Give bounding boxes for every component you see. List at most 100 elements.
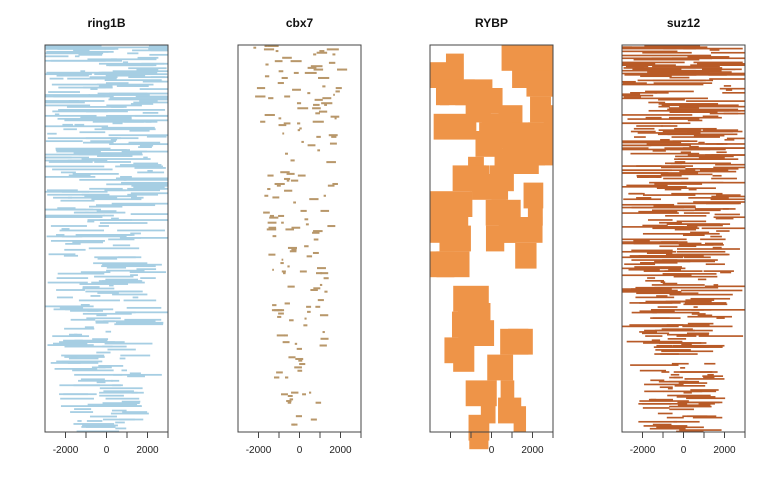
interval-mark [295,357,304,360]
interval-mark [96,210,117,213]
interval-mark [645,90,694,93]
interval-mark [701,68,736,71]
interval-mark [680,151,691,154]
interval-mark [77,149,130,151]
interval-mark [94,161,131,163]
interval-mark [94,73,168,76]
interval-mark [45,140,83,143]
interval-mark [320,337,329,340]
interval-mark [667,333,709,336]
interval-mark [653,346,709,348]
interval-mark [111,409,127,412]
interval-mark [684,378,725,380]
interval-mark [622,82,647,84]
interval-mark [622,83,704,86]
interval-mark [661,241,678,243]
interval-mark [636,174,682,177]
interval-mark [688,188,697,191]
interval-mark [322,85,326,88]
interval-mark [102,402,140,405]
interval-mark [56,234,65,236]
interval-mark [679,170,737,173]
interval-mark [714,213,740,216]
interval-mark [676,248,740,250]
interval-mark [122,411,148,413]
interval-mark [313,103,320,106]
interval-mark [69,333,78,336]
interval-mark [70,318,96,321]
interval-mark [515,242,537,269]
interval-mark [117,74,146,77]
interval-mark [264,45,268,48]
interval-mark [45,156,72,159]
interval-mark [319,50,325,53]
interval-mark [57,117,132,120]
interval-mark [622,267,686,270]
interval-mark [121,400,141,403]
interval-mark [683,256,711,259]
interval-mark [663,390,703,393]
interval-mark [48,253,76,256]
interval-mark [670,373,680,376]
interval-mark [284,189,293,192]
interval-mark [647,219,673,221]
interval-mark [317,299,324,302]
interval-mark [297,107,309,110]
interval-mark [332,182,338,185]
interval-mark [128,67,167,70]
interval-mark [328,134,338,137]
interval-mark [54,113,60,116]
interval-mark [263,48,275,51]
interval-mark [320,209,330,212]
interval-mark [709,78,745,80]
interval-mark [284,334,288,337]
interval-mark [622,206,684,209]
interval-mark [624,263,656,266]
interval-mark [74,123,85,126]
interval-mark [297,174,306,177]
interval-mark [622,93,641,96]
interval-mark [653,82,713,84]
interval-mark [139,88,168,90]
interval-mark [700,134,725,137]
interval-mark [655,349,691,351]
interval-mark [309,198,319,201]
interval-mark [105,278,138,281]
interval-mark [699,169,729,172]
interval-mark [623,67,644,69]
interval-mark [45,73,92,76]
interval-mark [276,371,283,374]
interval-mark [661,224,668,227]
interval-mark [720,271,732,274]
interval-mark [58,86,106,89]
interval-mark [680,371,718,373]
interval-mark [704,362,716,365]
interval-mark [60,199,95,202]
interval-mark [662,58,700,61]
interval-mark [667,338,687,340]
interval-mark [644,390,664,393]
interval-mark [694,232,720,235]
interval-mark [639,369,667,372]
interval-mark [313,238,319,241]
interval-mark [642,51,692,54]
interval-mark [682,209,721,212]
interval-mark [673,420,700,423]
interval-mark [632,68,682,71]
interval-mark [657,306,678,308]
interval-mark [679,429,722,431]
interval-mark [630,364,679,366]
interval-mark [272,196,280,199]
interval-mark [643,342,702,344]
interval-mark [643,270,669,272]
interval-mark [680,181,745,184]
interval-mark [313,53,317,56]
interval-mark [130,232,141,235]
interval-mark [709,112,745,115]
interval-mark [328,61,336,64]
interval-mark [645,300,692,303]
interval-mark [89,76,118,79]
interval-mark [80,116,132,119]
interval-mark [303,324,308,327]
